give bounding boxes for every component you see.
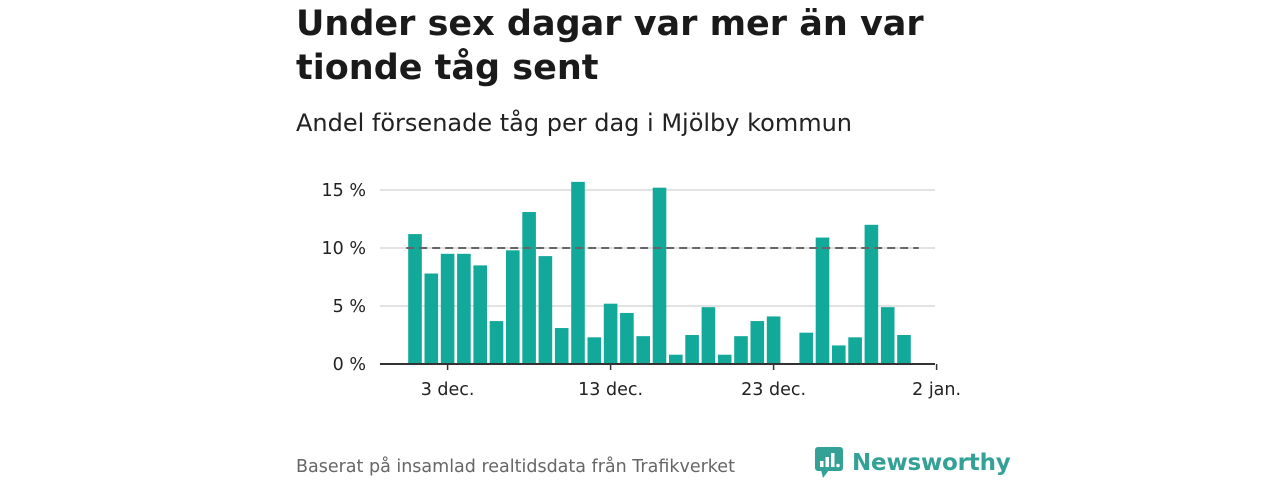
bar bbox=[652, 187, 667, 364]
bars bbox=[408, 181, 911, 364]
bar bbox=[440, 253, 455, 364]
bar bbox=[603, 303, 618, 364]
bar bbox=[587, 337, 602, 364]
bar bbox=[717, 354, 732, 364]
bar bbox=[457, 253, 471, 364]
x-tick-label: 3 dec. bbox=[421, 380, 475, 400]
bar bbox=[832, 345, 846, 364]
bar bbox=[669, 354, 683, 364]
bar bbox=[734, 336, 748, 364]
bar bbox=[424, 273, 439, 364]
y-tick-label: 10 % bbox=[322, 239, 366, 259]
bar bbox=[473, 265, 487, 364]
chart-title: Under sex dagar var mer än var tionde tå… bbox=[296, 4, 924, 88]
newsworthy-logo: Newsworthy bbox=[814, 446, 1011, 480]
bar bbox=[766, 316, 781, 364]
x-tick-label: 23 dec. bbox=[741, 380, 806, 400]
bar bbox=[685, 335, 699, 364]
bar bbox=[571, 181, 585, 364]
bar bbox=[408, 234, 422, 364]
bar bbox=[538, 256, 553, 364]
x-tick-label: 13 dec. bbox=[578, 380, 643, 400]
bar-chart: 0 % 5 % 10 % 15 % 3 dec. 13 dec. 23 dec. 2 jan… bbox=[322, 181, 962, 400]
y-tick-label: 5 % bbox=[333, 297, 366, 317]
bar bbox=[897, 335, 911, 364]
bar bbox=[522, 212, 536, 364]
bar bbox=[864, 224, 879, 364]
y-axis-tick-labels: 0 % 5 % 10 % 15 % bbox=[322, 181, 366, 375]
bar bbox=[506, 250, 520, 364]
bar-chart-speech-bubble-icon bbox=[815, 447, 843, 478]
bar bbox=[750, 321, 765, 364]
y-tick-label: 15 % bbox=[322, 181, 366, 201]
source-note: Baserat på insamlad realtidsdata från Tr… bbox=[296, 457, 735, 477]
x-axis-tick-labels: 3 dec. 13 dec. 23 dec. 2 jan. bbox=[421, 380, 961, 400]
bar bbox=[799, 332, 813, 364]
bar bbox=[620, 312, 634, 364]
bar bbox=[636, 336, 650, 364]
bar bbox=[489, 321, 504, 364]
bar bbox=[848, 337, 862, 364]
bar bbox=[880, 307, 895, 364]
bar bbox=[701, 307, 716, 364]
x-axis bbox=[380, 363, 938, 370]
chart-subtitle: Andel försenade tåg per dag i Mjölby kom… bbox=[296, 109, 853, 137]
y-tick-label: 0 % bbox=[333, 355, 366, 375]
bar bbox=[815, 237, 830, 364]
x-tick-label: 2 jan. bbox=[912, 380, 961, 400]
bar bbox=[554, 328, 569, 364]
brand-name: Newsworthy bbox=[852, 450, 1011, 476]
